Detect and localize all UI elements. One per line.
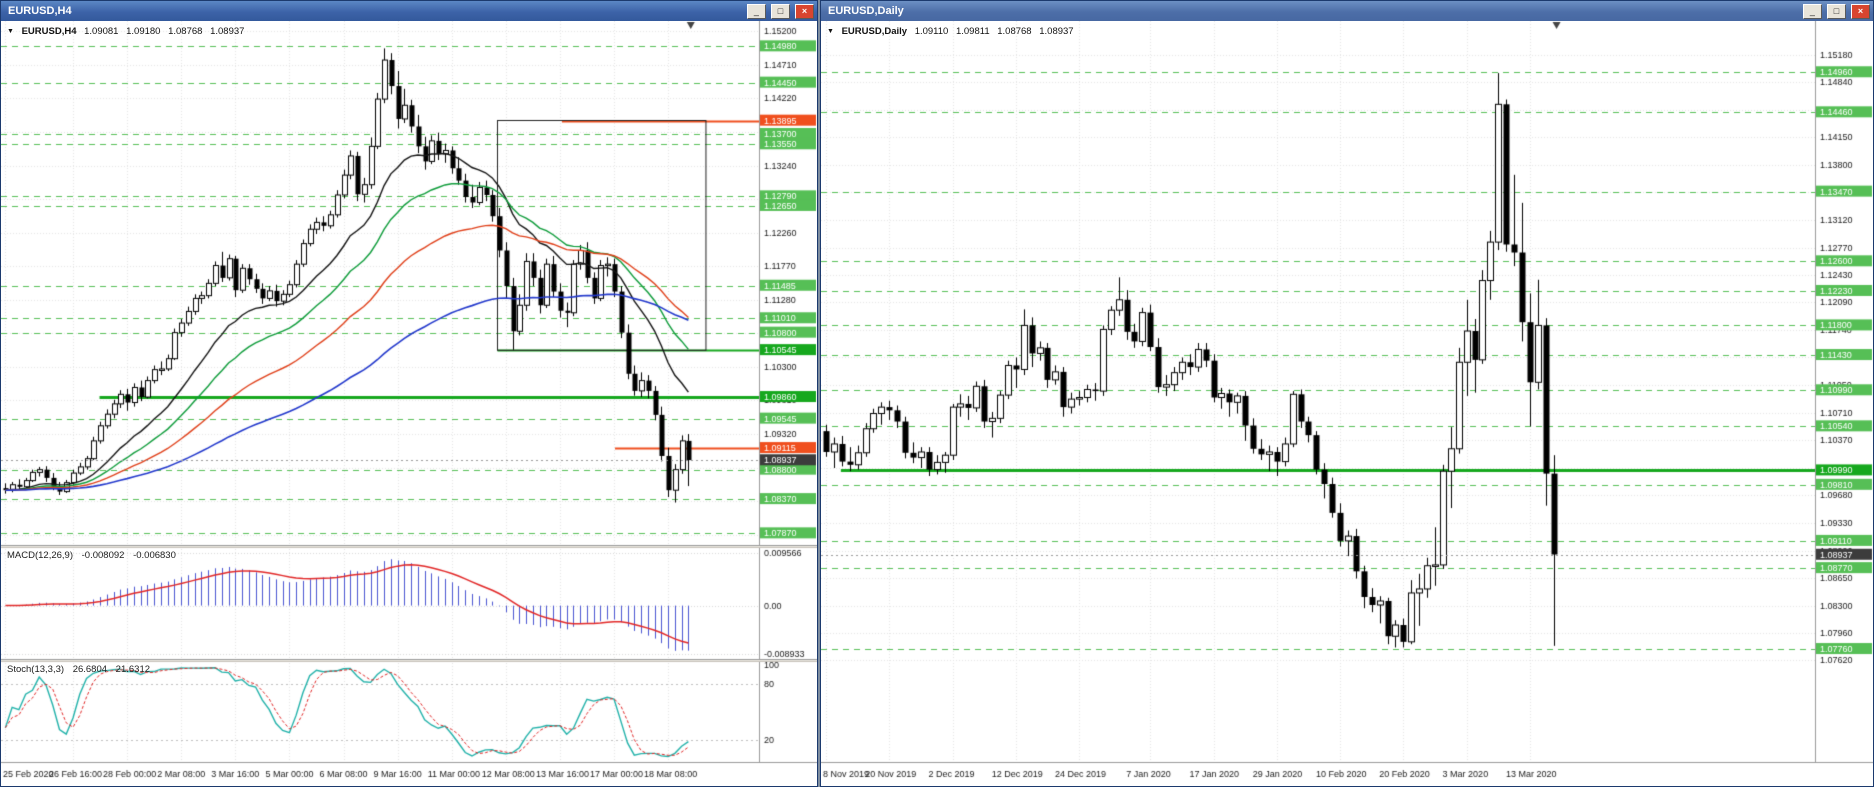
- ohlc-low: 1.08768: [997, 26, 1032, 37]
- titlebar-daily[interactable]: EURUSD,Daily _ □ ×: [821, 1, 1873, 21]
- stoch-main-value: 26.6804: [72, 664, 108, 675]
- window-title: EURUSD,Daily: [828, 5, 904, 17]
- maximize-button[interactable]: □: [770, 3, 790, 19]
- close-button[interactable]: ×: [1851, 3, 1870, 19]
- stoch-signal-value: 21.6312: [115, 664, 151, 675]
- chart-symbol: EURUSD,H4: [21, 26, 77, 37]
- ohlc-high: 1.09180: [126, 26, 161, 37]
- stoch-indicator-label: Stoch(13,3,3) 26.6804 21.6312: [7, 664, 156, 675]
- titlebar-h4[interactable]: EURUSD,H4 _ □ ×: [1, 1, 817, 21]
- window-title: EURUSD,H4: [8, 5, 72, 17]
- ohlc-close: 1.08937: [210, 26, 245, 37]
- chart-symbol: EURUSD,Daily: [841, 26, 908, 37]
- ohlc-low: 1.08768: [168, 26, 203, 37]
- maximize-button[interactable]: □: [1826, 3, 1846, 19]
- macd-indicator-label: MACD(12,26,9) -0.008092 -0.006830: [7, 550, 182, 561]
- ohlc-open: 1.09110: [914, 26, 949, 37]
- chart-window-eurusd-h4: EURUSD,H4 _ □ × ▼ EURUSD,H4 1.09081 1.09…: [0, 0, 818, 787]
- daily-price-chart-canvas[interactable]: [821, 21, 1873, 786]
- symbol-menu-icon[interactable]: ▼: [7, 28, 14, 35]
- ohlc-open: 1.09081: [84, 26, 119, 37]
- stoch-name: Stoch(13,3,3): [7, 664, 65, 675]
- minimize-button[interactable]: _: [1802, 3, 1822, 19]
- close-button[interactable]: ×: [795, 3, 814, 19]
- window-controls: _ □ ×: [1801, 3, 1870, 19]
- macd-main-value: -0.008092: [81, 550, 125, 561]
- macd-signal-value: -0.006830: [133, 550, 176, 561]
- window-controls: _ □ ×: [745, 3, 814, 19]
- chart-window-eurusd-daily: EURUSD,Daily _ □ × ▼ EURUSD,Daily 1.0911…: [820, 0, 1874, 787]
- chart-ohlc-header: ▼ EURUSD,H4 1.09081 1.09180 1.08768 1.08…: [7, 26, 249, 37]
- macd-name: MACD(12,26,9): [7, 550, 73, 561]
- ohlc-close: 1.08937: [1039, 26, 1074, 37]
- ohlc-high: 1.09811: [955, 26, 990, 37]
- symbol-menu-icon[interactable]: ▼: [827, 28, 834, 35]
- minimize-button[interactable]: _: [746, 3, 766, 19]
- h4-price-chart-canvas[interactable]: [1, 21, 817, 786]
- chart-ohlc-header: ▼ EURUSD,Daily 1.09110 1.09811 1.08768 1…: [827, 26, 1079, 37]
